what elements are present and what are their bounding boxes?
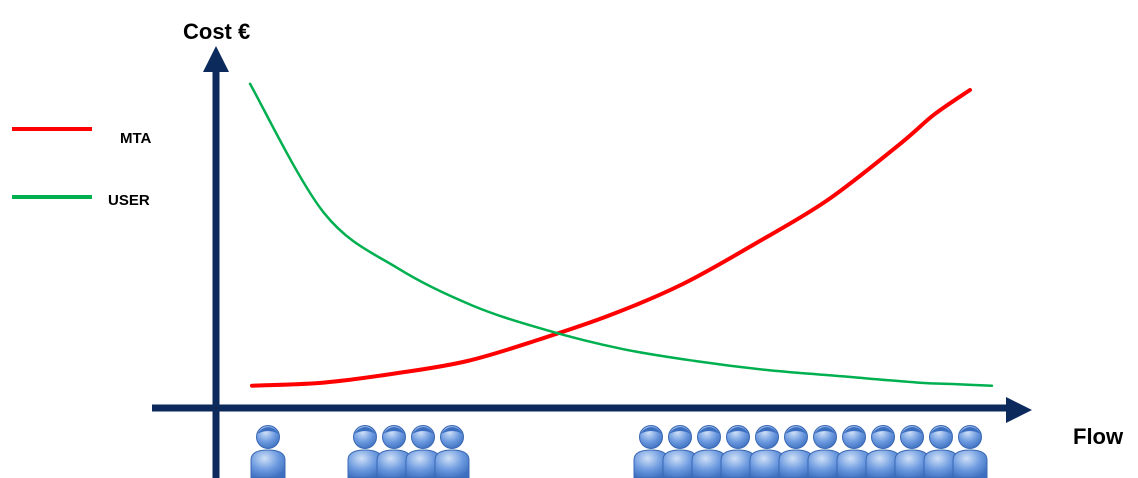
x-axis-arrowhead — [1006, 397, 1032, 423]
y-axis-arrowhead — [203, 46, 229, 72]
person-icon — [952, 425, 988, 478]
series-line-user — [248, 82, 994, 387]
person-icon — [250, 425, 286, 478]
x-axis-label: Flow — [1073, 424, 1124, 449]
person-icon — [633, 425, 669, 478]
person-icon — [376, 425, 412, 478]
person-icon — [347, 425, 383, 478]
y-axis-label: Cost € — [183, 19, 250, 44]
person-icon — [662, 425, 698, 478]
person-icon — [778, 425, 814, 478]
person-icon — [691, 425, 727, 478]
series-line-mta — [250, 88, 972, 388]
person-icon — [923, 425, 959, 478]
legend-label-user: USER — [108, 192, 150, 209]
person-icon — [836, 425, 872, 478]
series-layer — [248, 82, 994, 388]
person-icon — [749, 425, 785, 478]
person-icon — [720, 425, 756, 478]
person-icon — [434, 425, 470, 478]
person-icon — [865, 425, 901, 478]
legend-label-mta: MTA — [120, 130, 152, 147]
person-icon — [894, 425, 930, 478]
people-layer — [250, 425, 988, 478]
